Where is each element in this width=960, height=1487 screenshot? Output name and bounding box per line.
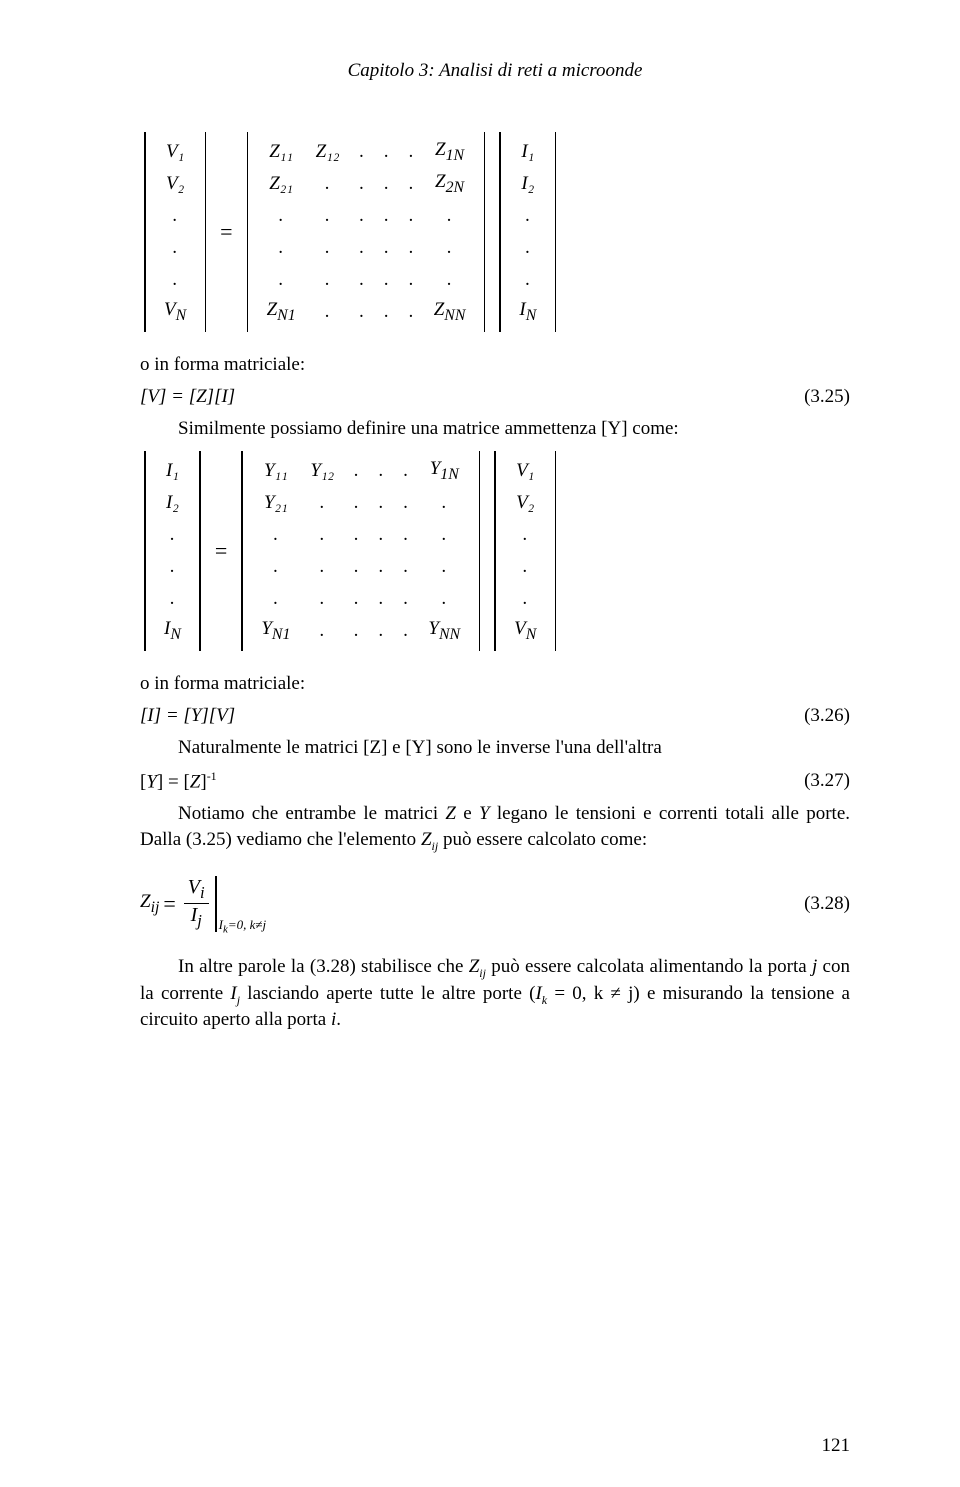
eq-3-25: [V] = [Z][I] (3.25) [140, 386, 850, 408]
eq-3-27-body: [Y] = [Z]-1 [140, 769, 217, 793]
vector-I2: I₁I₂...IN [140, 451, 205, 651]
text-o-in-forma-2: o in forma matriciale: [140, 671, 850, 697]
text-similmente: Similmente possiamo definire una matrice… [140, 416, 850, 442]
text-naturalmente-span: Naturalmente le matrici [Z] e [Y] sono l… [178, 737, 662, 758]
vector-I: I₁I₂...IN [495, 132, 560, 332]
matrix-equation-y: I₁I₂...IN = Y₁₁Y₁₂...Y1NY₂₁.............… [140, 451, 850, 651]
equals-sign-3: = [159, 891, 179, 917]
eq-3-27-num: (3.27) [804, 770, 850, 792]
text-notiamo: Notiamo che entrambe le matrici Z e Y le… [140, 801, 850, 854]
evaluation-bar: Ik=0, k≠j [215, 876, 217, 932]
page-number: 121 [822, 1435, 851, 1457]
vector-V: V₁V₂...VN [140, 132, 210, 332]
eq-3-26: [I] = [Y][V] (3.26) [140, 705, 850, 727]
text-naturalmente: Naturalmente le matrici [Z] e [Y] sono l… [140, 735, 850, 761]
chapter-title: Capitolo 3: Analisi di reti a microonde [140, 60, 850, 82]
eq-3-25-num: (3.25) [804, 386, 850, 408]
vector-V2: V₁V₂...VN [490, 451, 560, 651]
eq-3-28: Zij = Vi Ij Ik=0, k≠j (3.28) [140, 862, 850, 946]
eq-3-28-num: (3.28) [804, 893, 850, 915]
eq-3-25-body: [V] = [Z][I] [140, 386, 235, 408]
zij-numerator: Vi [184, 876, 209, 903]
matrix-Y: Y₁₁Y₁₂...Y1NY₂₁.......................YN… [237, 451, 484, 651]
eq-3-27: [Y] = [Z]-1 (3.27) [140, 769, 850, 793]
zij-fraction: Vi Ij [184, 876, 209, 931]
matrix-Z: Z₁₁Z₁₂...Z1NZ₂₁....Z2N..................… [243, 132, 490, 332]
text-notiamo-span: Notiamo che entrambe le matrici Z e Y le… [140, 803, 850, 850]
text-in-altre-span: In altre parole la (3.28) stabilisce che… [140, 956, 850, 1031]
matrix-equation-z: V₁V₂...VN = Z₁₁Z₁₂...Z1NZ₂₁....Z2N......… [140, 132, 850, 332]
text-in-altre: In altre parole la (3.28) stabilisce che… [140, 954, 850, 1034]
text-similmente-span: Similmente possiamo definire una matrice… [178, 418, 679, 439]
eq-3-28-body: Zij = Vi Ij Ik=0, k≠j [140, 876, 217, 932]
equals-sign: = [216, 219, 236, 245]
zij-lhs: Zij [140, 891, 159, 917]
eq-3-26-num: (3.26) [804, 705, 850, 727]
eq-3-26-body: [I] = [Y][V] [140, 705, 235, 727]
text-o-in-forma-1: o in forma matriciale: [140, 352, 850, 378]
page: Capitolo 3: Analisi di reti a microonde … [0, 0, 960, 1487]
equals-sign-2: = [211, 538, 231, 564]
zij-condition: Ik=0, k≠j [219, 917, 266, 936]
zij-denominator: Ij [187, 904, 206, 931]
